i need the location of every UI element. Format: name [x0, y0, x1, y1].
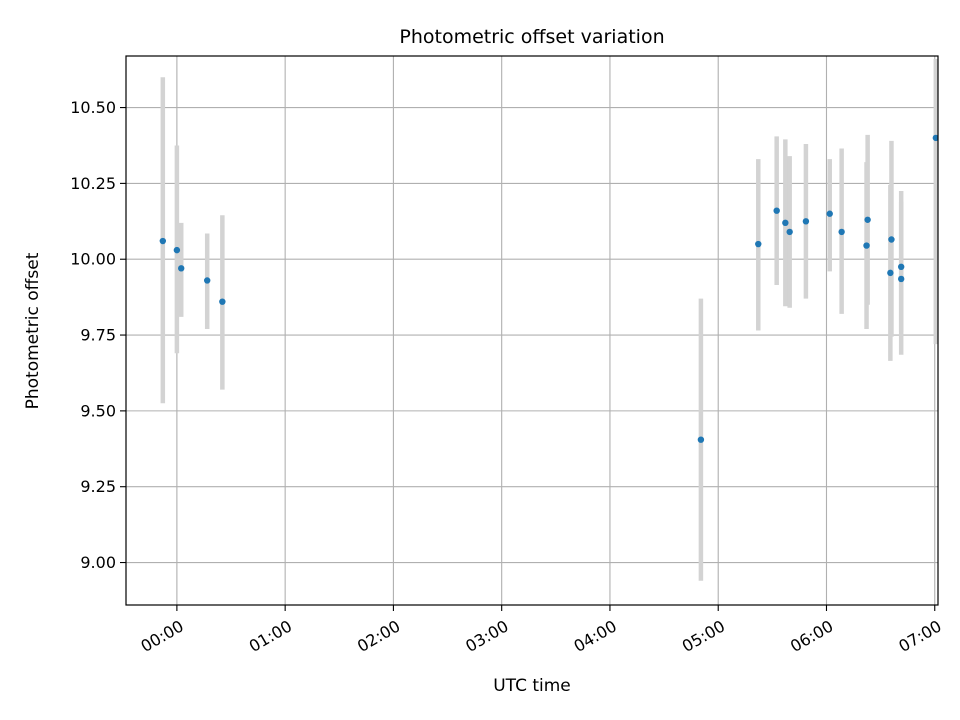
y-axis-label: Photometric offset: [23, 252, 43, 409]
data-point: [888, 236, 895, 243]
data-point: [786, 228, 793, 236]
x-axis-label: UTC time: [493, 676, 571, 696]
data-point: [932, 134, 938, 142]
data-point: [826, 210, 833, 217]
data-point: [838, 228, 845, 236]
data-point: [897, 263, 905, 271]
data-point: [178, 265, 185, 272]
data-point: [887, 269, 894, 277]
data-point: [782, 219, 789, 227]
plot-frame: [125, 55, 939, 606]
data-point: [802, 218, 810, 225]
data-point: [863, 242, 870, 249]
y-tick-label: 9.25: [80, 477, 116, 496]
data-point: [755, 240, 762, 248]
data-point: [219, 298, 226, 305]
chart-title: Photometric offset variation: [399, 26, 664, 48]
data-point: [773, 207, 780, 214]
data-point: [697, 436, 705, 443]
data-point: [864, 216, 871, 223]
y-tick-label: 9.75: [80, 326, 116, 345]
data-layer: [159, 59, 938, 581]
y-tick-label: 9.00: [80, 553, 116, 572]
y-tick-label: 10.00: [70, 250, 116, 269]
y-tick-label: 10.25: [70, 174, 116, 193]
data-point: [897, 275, 905, 283]
data-point: [204, 277, 211, 284]
y-tick-label: 9.50: [80, 401, 116, 420]
y-tick-label: 10.50: [70, 98, 116, 117]
data-point: [159, 237, 167, 245]
data-point: [173, 246, 181, 254]
